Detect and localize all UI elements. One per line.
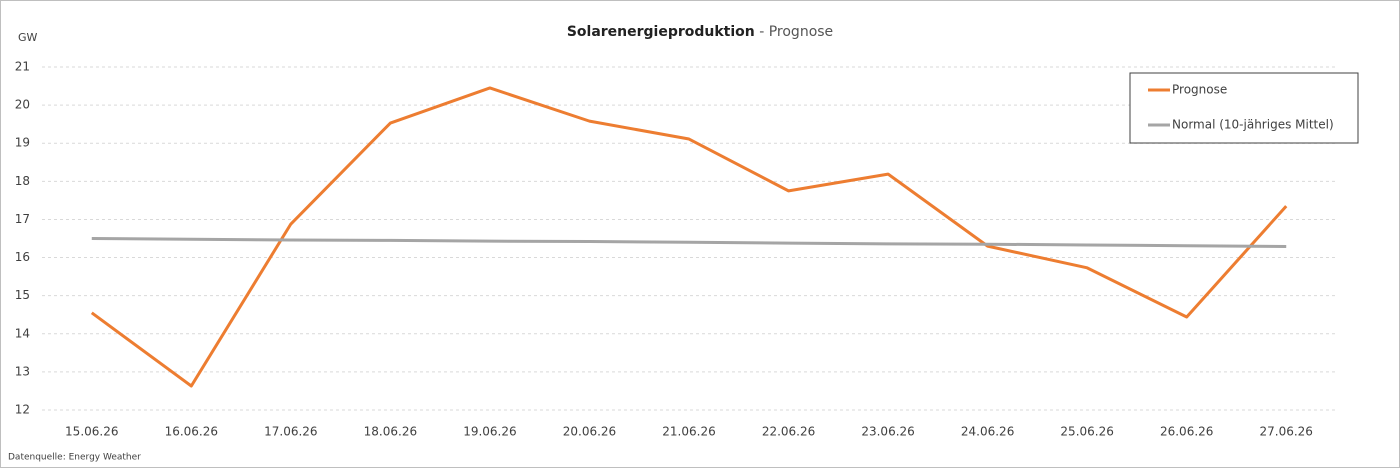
source-note: Datenquelle: Energy Weather: [8, 453, 141, 463]
y-tick-label: 16: [15, 250, 30, 264]
x-tick-label: 19.06.26: [463, 425, 516, 439]
chart-heading: Solarenergieproduktion - Prognose: [567, 24, 833, 40]
x-tick-label: 17.06.26: [264, 425, 317, 439]
x-tick-label: 15.06.26: [65, 425, 118, 439]
y-tick-label: 19: [15, 136, 30, 150]
y-tick-label: 17: [15, 212, 30, 226]
series-line: [91, 237, 1287, 249]
legend-label: Normal (10-jähriges Mittel): [1172, 118, 1334, 132]
x-tick-label: 22.06.26: [762, 425, 815, 439]
chart-subtitle: - Prognose: [759, 24, 833, 40]
x-tick-label: 18.06.26: [364, 425, 417, 439]
y-tick-label: 15: [15, 288, 30, 302]
y-tick-label: 20: [15, 98, 30, 112]
chart-title: Solarenergieproduktion: [567, 24, 755, 40]
x-tick-label: 25.06.26: [1060, 425, 1113, 439]
y-tick-label: 12: [15, 403, 30, 417]
legend-label: Prognose: [1172, 83, 1227, 97]
y-tick-label: 13: [15, 364, 30, 378]
x-tick-label: 24.06.26: [961, 425, 1014, 439]
x-tick-label: 16.06.26: [165, 425, 218, 439]
series-line: [90, 86, 1288, 388]
x-tick-label: 21.06.26: [662, 425, 715, 439]
x-tick-label: 27.06.26: [1260, 425, 1313, 439]
x-tick-label: 23.06.26: [861, 425, 914, 439]
x-tick-label: 26.06.26: [1160, 425, 1213, 439]
y-axis-label: GW: [18, 31, 38, 44]
y-tick-label: 14: [15, 326, 30, 340]
legend-box: [1129, 72, 1359, 144]
y-tick-label: 21: [15, 60, 30, 74]
x-tick-label: 20.06.26: [563, 425, 616, 439]
y-tick-label: 18: [15, 174, 30, 188]
